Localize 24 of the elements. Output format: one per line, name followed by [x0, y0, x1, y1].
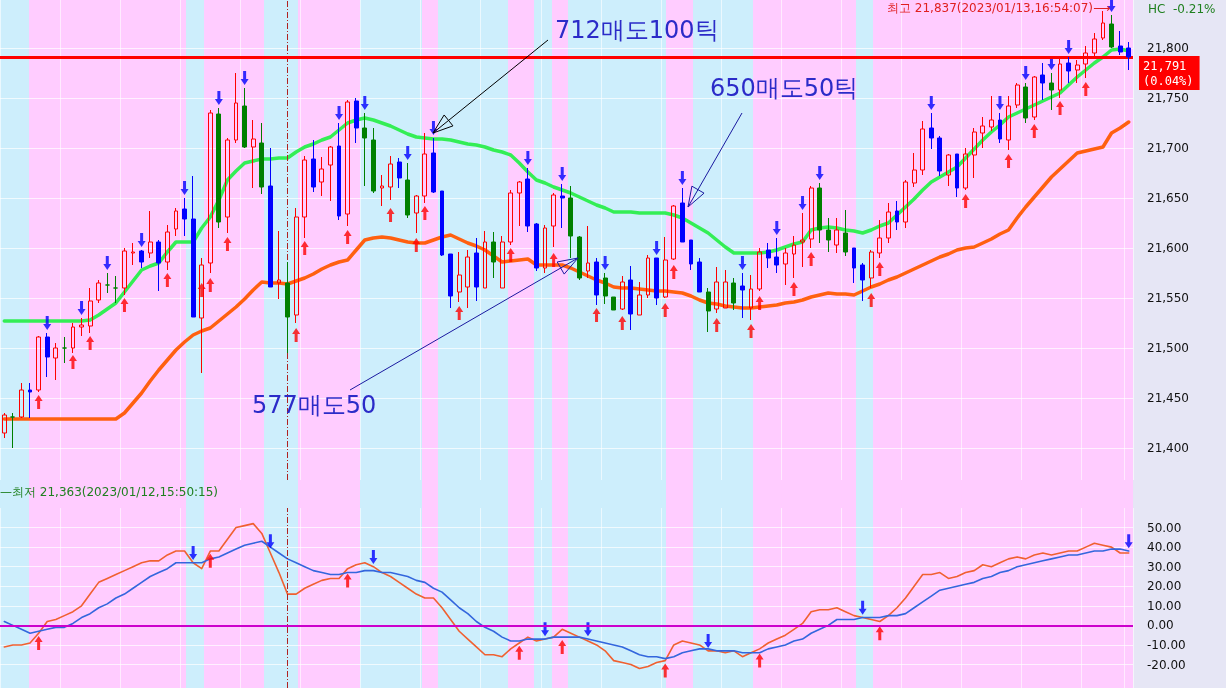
y-tick-label: 10.00: [1147, 598, 1182, 613]
annotation: 650매도50틱: [710, 74, 859, 102]
y-tick-label: 20.00: [1147, 579, 1182, 594]
annotation: 712매도100틱: [555, 16, 719, 44]
y-tick-label: -20.00: [1147, 657, 1186, 672]
y-tick-label: 21,750: [1147, 91, 1189, 105]
text: —최저 21,363(2023/01/12,15:50:15): [0, 485, 219, 499]
y-tick-label: 21,450: [1147, 391, 1189, 405]
annotation: 최고 21,837(2023/01/13,16:54:07)⟶: [887, 1, 1111, 15]
y-tick-label: 21,700: [1147, 141, 1189, 155]
text: HC -0.21%: [1148, 2, 1216, 16]
y-tick-label: 21,550: [1147, 291, 1189, 305]
annotation: 577매도50: [252, 391, 377, 419]
y-tick-label: 50.00: [1147, 520, 1182, 535]
y-tick-label: 21,650: [1147, 191, 1189, 205]
y-tick-label: 21,400: [1147, 441, 1189, 455]
y-tick-label: 21,800: [1147, 41, 1189, 55]
y-tick-label: 21,500: [1147, 341, 1189, 355]
y-tick-label: 30.00: [1147, 559, 1182, 574]
y-tick-label: 0.00: [1147, 618, 1174, 633]
y-tick-label: 40.00: [1147, 540, 1182, 555]
y-tick-label: -10.00: [1147, 637, 1186, 652]
ref-line-label: 21,791 (0.04%): [1143, 58, 1194, 88]
y-tick-label: 21,600: [1147, 241, 1189, 255]
